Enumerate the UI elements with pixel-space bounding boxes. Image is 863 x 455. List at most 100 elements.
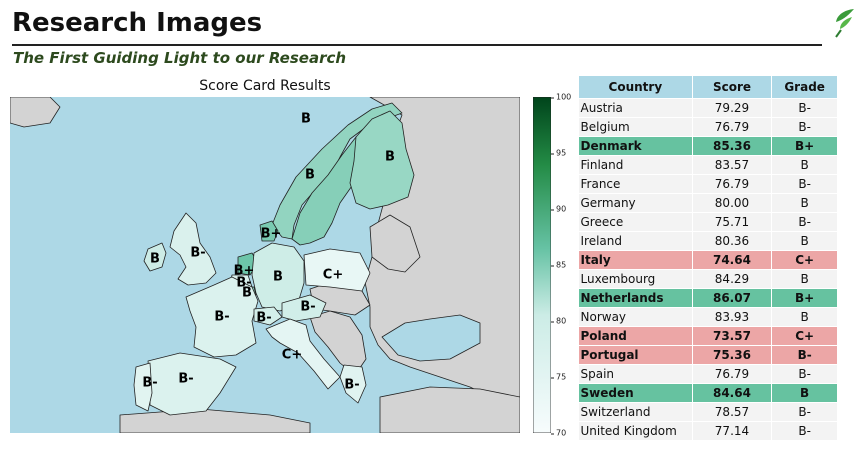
grade-label-poland: C+ [323, 268, 343, 283]
cell-grade: B [771, 231, 838, 251]
cell-score: 77.14 [692, 421, 773, 441]
cell-country: Sweden [578, 383, 693, 403]
colorbar-tick: 70 [550, 428, 567, 438]
cell-country: Greece [578, 212, 693, 232]
land-black-sea-coast [381, 314, 481, 362]
country-france [185, 276, 259, 358]
grade-label-ireland: B [150, 252, 160, 267]
page-subtitle: The First Guiding Light to our Research [13, 49, 347, 67]
colorbar-tick: 95 [550, 148, 567, 158]
table-row: Portugal 75.36 B- [578, 345, 838, 365]
cell-grade: B- [771, 345, 838, 365]
cell-score: 78.57 [692, 402, 773, 422]
cell-country: Luxembourg [578, 269, 693, 289]
table-row: Spain 76.79 B- [578, 364, 838, 384]
table-row: Norway 83.93 B [578, 307, 838, 327]
europe-map: B B B B+ B B- B+ B- B B C+ B- B- B- C+ B- B- B- [10, 97, 520, 433]
cell-grade: B- [771, 117, 838, 137]
cell-score: 73.57 [692, 326, 773, 346]
table-row: Switzerland 78.57 B- [578, 402, 838, 422]
table-row: Italy 74.64 C+ [578, 250, 838, 270]
cell-country: Denmark [578, 136, 693, 156]
table-row: Netherlands 86.07 B+ [578, 288, 838, 308]
table-row: Sweden 84.64 B [578, 383, 838, 403]
country-denmark [259, 220, 279, 242]
cell-grade: B [771, 307, 838, 327]
cell-grade: B- [771, 402, 838, 422]
grade-label-portugal: B- [142, 376, 157, 391]
country-austria [281, 294, 327, 322]
cell-country: Spain [578, 364, 693, 384]
cell-score: 75.36 [692, 345, 773, 365]
score-table: Country Score Grade Austria 79.29 B- Belgiu… [578, 75, 838, 441]
cell-score: 75.71 [692, 212, 773, 232]
grade-label-austria: B- [300, 300, 315, 315]
cell-country: Finland [578, 155, 693, 175]
grade-label-italy: C+ [282, 348, 302, 363]
grade-label-luxembourg: B [242, 286, 252, 301]
cell-score: 85.36 [692, 136, 773, 156]
cell-grade: B+ [771, 288, 838, 308]
cell-score: 74.64 [692, 250, 773, 270]
land-turkey [379, 386, 520, 433]
cell-country: Norway [578, 307, 693, 327]
cell-grade: C+ [771, 250, 838, 270]
cell-country: Ireland [578, 231, 693, 251]
table-row: Belgium 76.79 B- [578, 117, 838, 137]
page-title: Research Images [12, 8, 263, 38]
grade-label-spain: B- [178, 372, 193, 387]
country-finland [349, 110, 415, 210]
cell-grade: B [771, 155, 838, 175]
country-poland [303, 248, 371, 292]
cell-score: 76.79 [692, 117, 773, 137]
table-row: United Kingdom 77.14 B- [578, 421, 838, 441]
country-ireland [143, 242, 167, 272]
colorbar-tick: 85 [550, 260, 567, 270]
grade-label-switzerland: B- [256, 311, 271, 326]
table-header-row: Country Score Grade [578, 75, 838, 99]
map-title: Score Card Results [199, 78, 331, 94]
cell-grade: B- [771, 364, 838, 384]
grade-label-france: B- [214, 310, 229, 325]
colorbar-tick: 75 [550, 372, 567, 382]
colorbar [533, 97, 551, 433]
header-country: Country [578, 75, 693, 99]
grade-label-norway: B [301, 112, 311, 127]
cell-country: Switzerland [578, 402, 693, 422]
cell-country: France [578, 174, 693, 194]
grade-label-finland: B [385, 150, 395, 165]
grade-label-netherlands: B+ [234, 264, 255, 279]
cell-score: 76.79 [692, 364, 773, 384]
colorbar-tick: 100 [550, 92, 572, 102]
header-grade: Grade [771, 75, 838, 99]
cell-grade: B [771, 383, 838, 403]
table-row: Germany 80.00 B [578, 193, 838, 213]
cell-country: United Kingdom [578, 421, 693, 441]
cell-score: 84.64 [692, 383, 773, 403]
table-row: Finland 83.57 B [578, 155, 838, 175]
country-united-kingdom [169, 212, 217, 286]
cell-grade: B- [771, 212, 838, 232]
cell-grade: B- [771, 421, 838, 441]
title-divider [12, 44, 822, 46]
grade-label-denmark: B+ [261, 227, 282, 242]
cell-score: 86.07 [692, 288, 773, 308]
table-row: Poland 73.57 C+ [578, 326, 838, 346]
cell-country: Austria [578, 98, 693, 118]
cell-country: Italy [578, 250, 693, 270]
cell-grade: B [771, 193, 838, 213]
cell-score: 84.29 [692, 269, 773, 289]
cell-country: Poland [578, 326, 693, 346]
table-row: Luxembourg 84.29 B [578, 269, 838, 289]
cell-country: Netherlands [578, 288, 693, 308]
country-greece [339, 364, 367, 404]
cell-country: Portugal [578, 345, 693, 365]
cell-score: 80.36 [692, 231, 773, 251]
header-score: Score [691, 75, 773, 99]
country-switzerland [253, 306, 283, 326]
cell-grade: B [771, 269, 838, 289]
cell-grade: C+ [771, 326, 838, 346]
country-italy [265, 318, 341, 390]
grade-label-sweden: B [305, 168, 315, 183]
